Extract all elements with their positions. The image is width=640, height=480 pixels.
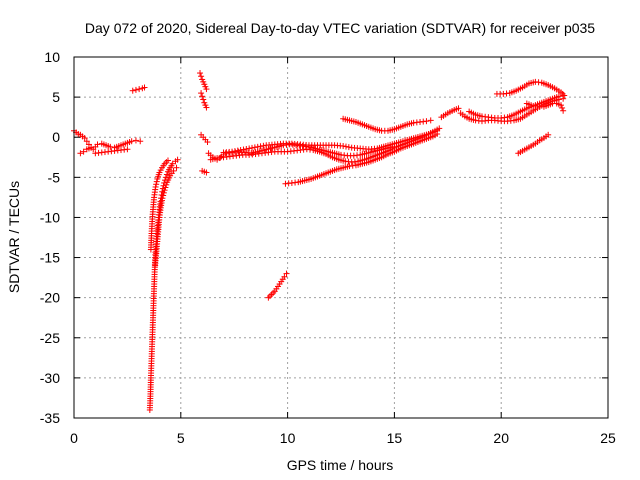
data-point: [163, 171, 170, 178]
data-point: [124, 146, 131, 153]
y-tick-label: -20: [40, 290, 60, 306]
data-point: [243, 145, 250, 152]
data-point: [532, 102, 539, 109]
data-point: [231, 148, 238, 155]
data-point: [198, 90, 205, 97]
data-point: [555, 93, 562, 100]
y-axis-tick-labels: 10 5 0 -5 -10 -15 -20 -25 -30 -35: [40, 49, 60, 426]
data-point: [257, 143, 264, 150]
data-point: [560, 107, 567, 114]
chart-title: Day 072 of 2020, Sidereal Day-to-day VTE…: [85, 20, 595, 36]
data-point: [160, 189, 167, 196]
data-point: [199, 93, 206, 100]
x-axis-tick-labels: 0 5 10 15 20 25: [70, 430, 616, 446]
data-point: [128, 138, 135, 145]
data-point: [561, 92, 568, 99]
y-tick-label: -10: [40, 209, 60, 225]
data-point: [229, 148, 236, 155]
data-point: [174, 156, 181, 163]
data-point: [204, 139, 211, 146]
data-point: [80, 148, 87, 155]
data-point: [164, 157, 171, 164]
data-point: [249, 144, 255, 151]
y-tick-label: 5: [52, 89, 60, 105]
data-point: [132, 137, 139, 144]
data-point: [173, 164, 180, 171]
data-point: [159, 195, 166, 202]
grid-lines: [74, 57, 608, 418]
data-point: [136, 86, 143, 93]
y-tick-label: -15: [40, 250, 60, 266]
data-points: [71, 70, 568, 413]
data-point: [559, 104, 566, 111]
data-point: [528, 102, 535, 109]
data-point: [88, 144, 95, 151]
data-point: [129, 87, 136, 94]
data-point: [254, 143, 261, 150]
y-tick-label: -25: [40, 330, 60, 346]
data-point: [283, 270, 290, 277]
data-point: [427, 117, 434, 124]
x-tick-label: 20: [493, 430, 509, 446]
data-point: [197, 70, 204, 77]
data-point: [81, 135, 88, 142]
data-point: [434, 131, 441, 138]
data-point: [340, 143, 347, 150]
data-point: [137, 138, 144, 145]
plot-frame: [73, 56, 609, 419]
y-tick-label: 10: [44, 49, 60, 65]
data-point: [240, 146, 247, 153]
data-point: [153, 178, 160, 185]
y-tick-label: -30: [40, 370, 60, 386]
data-point: [161, 187, 168, 194]
data-point: [237, 147, 244, 154]
y-axis-title: SDTVAR / TECUs: [6, 181, 22, 293]
x-tick-label: 5: [177, 430, 185, 446]
y-tick-label: -35: [40, 410, 60, 426]
data-point: [160, 192, 167, 199]
data-point: [203, 169, 210, 176]
data-point: [203, 104, 210, 111]
x-tick-label: 15: [387, 430, 403, 446]
data-point: [251, 144, 258, 151]
data-point: [260, 142, 267, 149]
y-tick-label: -5: [48, 169, 61, 185]
data-point: [545, 131, 552, 138]
y-tick-label: 0: [52, 129, 60, 145]
data-point: [152, 183, 159, 190]
data-point: [163, 181, 170, 188]
data-point: [342, 143, 349, 150]
data-point: [558, 102, 565, 109]
data-point: [455, 105, 462, 112]
x-tick-label: 0: [70, 430, 78, 446]
x-tick-label: 10: [280, 430, 296, 446]
data-point: [234, 147, 241, 154]
data-point: [94, 141, 101, 148]
data-point: [162, 184, 169, 191]
data-point: [83, 138, 90, 145]
data-point: [200, 96, 207, 103]
data-point: [345, 144, 352, 151]
data-point: [203, 86, 210, 93]
axis-ticks: [73, 56, 609, 419]
data-point: [246, 145, 253, 152]
data-point: [281, 273, 288, 280]
data-point: [77, 150, 84, 157]
x-tick-label: 25: [600, 430, 616, 446]
data-point: [170, 167, 177, 174]
data-point: [423, 118, 430, 125]
data-point: [153, 181, 160, 188]
data-point: [107, 143, 114, 150]
x-axis-title: GPS time / hours: [287, 457, 394, 473]
data-point: [198, 73, 205, 80]
data-point: [132, 86, 139, 93]
data-point: [141, 84, 148, 91]
